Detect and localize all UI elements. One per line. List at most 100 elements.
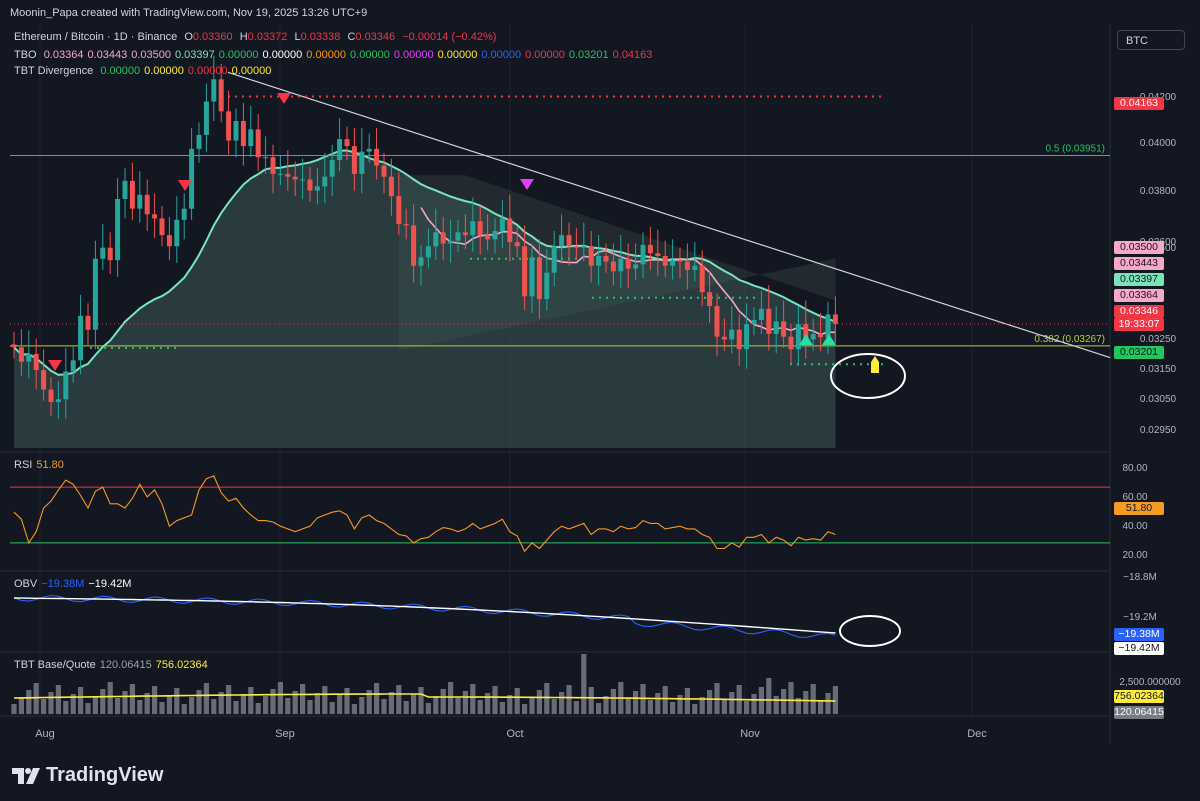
- candle: [507, 194, 513, 262]
- candle: [85, 303, 91, 347]
- candle-body: [729, 329, 735, 340]
- candle-body: [810, 333, 816, 340]
- volume-bar: [647, 700, 653, 714]
- fib-label-0: 0.5 (0.03951): [1046, 144, 1106, 155]
- sell-signal-marker: [48, 360, 62, 371]
- volume-bar: [255, 703, 261, 714]
- candle: [485, 214, 491, 251]
- price-tag: 0.03443: [1114, 257, 1164, 270]
- divergence-marker: [520, 179, 534, 190]
- legend-tbo: TBO 0.03364 0.03443 0.03500 0.03397 0.00000 0…: [14, 49, 656, 61]
- candle: [670, 239, 676, 280]
- candle: [566, 222, 572, 266]
- rsi-axis-tick: 40.00: [1122, 521, 1147, 532]
- candle-body: [55, 399, 61, 403]
- volume-bar: [781, 689, 787, 714]
- candle-body: [344, 139, 350, 147]
- volume-bar: [729, 692, 735, 714]
- volume-bar: [662, 686, 668, 714]
- candle: [455, 219, 461, 252]
- candle-body: [581, 246, 587, 248]
- candle: [751, 307, 757, 336]
- candle: [329, 144, 335, 197]
- candle-body: [70, 360, 76, 372]
- candle-body: [174, 219, 180, 247]
- volume-bar: [803, 691, 809, 714]
- candle: [107, 232, 113, 275]
- obv-value-tag: −19.38M: [1114, 628, 1164, 641]
- candle: [166, 217, 172, 261]
- candle-body: [33, 353, 39, 371]
- candle: [359, 128, 365, 194]
- candle-body: [292, 176, 298, 180]
- legend-rsi: RSI 51.80: [14, 459, 68, 471]
- legend-open-label: O: [184, 31, 193, 43]
- volume-bar: [692, 704, 698, 714]
- candle-body: [107, 247, 113, 261]
- candle: [18, 329, 24, 376]
- candle-body: [166, 235, 172, 247]
- volume-bar: [795, 698, 801, 714]
- sma-line-teal: [13, 149, 836, 376]
- legend-tbt-base-quote: TBT Base/Quote 120.06415 756.02364: [14, 659, 212, 671]
- candle: [144, 179, 150, 231]
- legend-tbo-value-7: 0.00000: [350, 49, 390, 61]
- volume-bar: [344, 688, 350, 714]
- candle-body: [462, 232, 468, 236]
- volume-bar: [655, 693, 661, 714]
- candle: [699, 250, 705, 307]
- candle: [292, 161, 298, 197]
- volume-bar: [633, 691, 639, 714]
- legend-obv-v1: −19.38M: [41, 578, 85, 590]
- volume-bar: [544, 683, 550, 714]
- volume-bar: [684, 688, 690, 714]
- legend-tbt-divergence: TBT Divergence 0.00000 0.00000 0.00000 0.00…: [14, 65, 275, 77]
- volume-bar: [810, 684, 816, 714]
- candle: [529, 244, 535, 314]
- candle: [11, 331, 17, 359]
- candle-body: [11, 344, 17, 348]
- candle-body: [559, 235, 565, 247]
- candle-body: [189, 148, 195, 209]
- obv-ma-line: [13, 597, 836, 634]
- candle-body: [374, 148, 380, 166]
- legend-tbt-divergence-value-2: 0.00000: [187, 65, 228, 77]
- legend-obv: OBV −19.38M −19.42M: [14, 578, 135, 590]
- candle-body: [248, 129, 254, 147]
- price-chart[interactable]: 0.5 (0.03951)0.382 (0.03267)0.042000.040…: [0, 24, 1200, 744]
- candle: [181, 193, 187, 240]
- legend-tbo-name: TBO: [14, 49, 37, 61]
- candle: [41, 349, 47, 401]
- candle: [159, 205, 165, 247]
- candle-body: [181, 208, 187, 220]
- volume-bar: [610, 689, 616, 714]
- legend-tbo-value-11: 0.00000: [525, 49, 565, 61]
- candle-body: [699, 265, 705, 293]
- candle: [351, 128, 357, 191]
- candle-body: [78, 315, 84, 361]
- candle-body: [381, 165, 387, 177]
- candle-body: [440, 232, 446, 244]
- volume-bar: [559, 692, 565, 714]
- candles-group: [11, 55, 838, 419]
- price-axis-tick: 0.03150: [1140, 364, 1177, 375]
- tradingview-logo-text: TradingView: [46, 764, 164, 786]
- volume-bar: [85, 703, 91, 714]
- volume-bar: [270, 689, 276, 714]
- candle-body: [499, 218, 505, 231]
- symbol-button[interactable]: BTC: [1117, 30, 1185, 50]
- candle-body: [832, 314, 838, 324]
- candle-body: [85, 315, 91, 330]
- legend-tbo-value-3: 0.03397: [174, 49, 215, 61]
- buy-signal-marker: [822, 334, 836, 345]
- volume-bar: [18, 697, 24, 714]
- legend-tbo-value-0: 0.03364: [43, 49, 84, 61]
- price-tag: 0.03397: [1114, 273, 1164, 286]
- candle-body: [425, 246, 431, 258]
- candle: [625, 243, 631, 288]
- volume-bar: [78, 687, 84, 714]
- candle-body: [322, 176, 328, 187]
- volume-bar: [832, 686, 838, 714]
- candle: [773, 306, 779, 354]
- legend-symbol: Ethereum / Bitcoin · 1D · Binance: [14, 31, 178, 43]
